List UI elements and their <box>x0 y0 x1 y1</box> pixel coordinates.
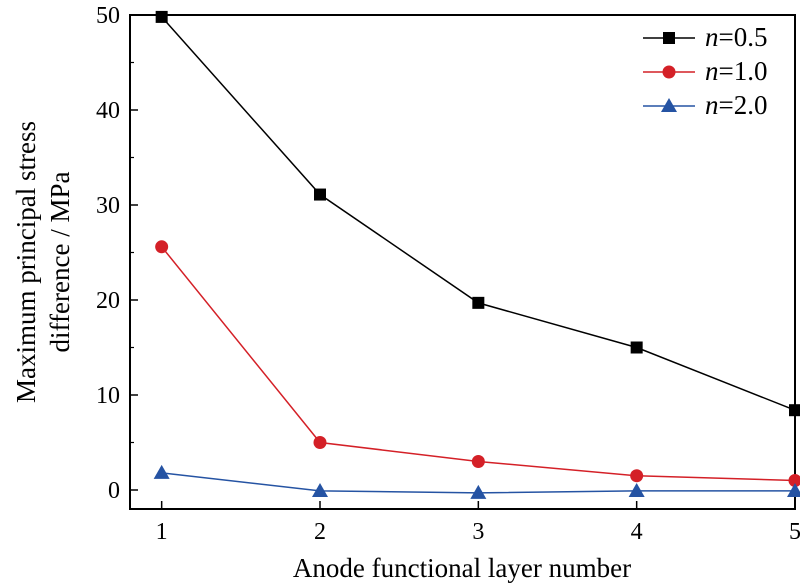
y-axis-label-line-1: Maximum principal stress <box>11 121 41 403</box>
data-point <box>155 240 169 254</box>
legend-marker-circle <box>662 65 676 79</box>
data-point <box>312 482 328 497</box>
y-tick-label: 30 <box>96 193 120 219</box>
data-point <box>153 464 170 479</box>
x-tick-label: 3 <box>472 519 484 545</box>
data-point <box>789 404 800 417</box>
y-tick-label: 0 <box>108 478 120 504</box>
y-tick-label: 20 <box>96 288 120 314</box>
legend-marker-square <box>663 32 675 44</box>
data-point <box>630 469 644 483</box>
x-tick-label: 2 <box>314 519 326 545</box>
data-point <box>313 436 327 449</box>
y-tick-label: 40 <box>96 98 120 124</box>
tick-marks <box>130 14 796 509</box>
data-point <box>314 188 326 201</box>
plot-frame <box>129 14 796 510</box>
series-0 <box>155 10 800 417</box>
y-tick-label: 10 <box>96 383 120 409</box>
series-layer <box>153 10 800 499</box>
data-point <box>155 10 168 23</box>
data-point <box>470 484 487 499</box>
data-point <box>787 482 800 497</box>
series-line-1 <box>161 246 796 482</box>
x-tick-label: 5 <box>789 519 800 545</box>
x-tick-label: 4 <box>631 519 643 545</box>
series-2 <box>153 464 800 499</box>
data-point <box>472 296 485 309</box>
x-axis-label: Anode functional layer number <box>293 553 631 583</box>
legend: n=0.5 n=1.0 n=2.0 <box>643 22 767 120</box>
legend-label-0: n=0.5 <box>705 22 767 52</box>
series-1 <box>155 240 800 487</box>
data-point <box>788 474 800 487</box>
legend-label-1: n=1.0 <box>705 56 767 86</box>
data-point <box>471 455 485 468</box>
legend-item-0: n=0.5 <box>643 22 767 52</box>
data-point <box>628 482 645 497</box>
y-axis-label-line-2: difference / MPa <box>45 172 75 353</box>
y-tick-label: 50 <box>96 3 120 29</box>
data-point <box>630 341 643 354</box>
x-tick-label: 1 <box>156 519 168 545</box>
y-axis-label: Maximum principal stress difference / MP… <box>11 121 75 403</box>
legend-item-1: n=1.0 <box>643 56 767 86</box>
legend-marker-triangle <box>661 98 677 112</box>
legend-item-2: n=2.0 <box>643 90 767 120</box>
series-line-0 <box>161 16 796 411</box>
legend-label-2: n=2.0 <box>705 90 767 120</box>
